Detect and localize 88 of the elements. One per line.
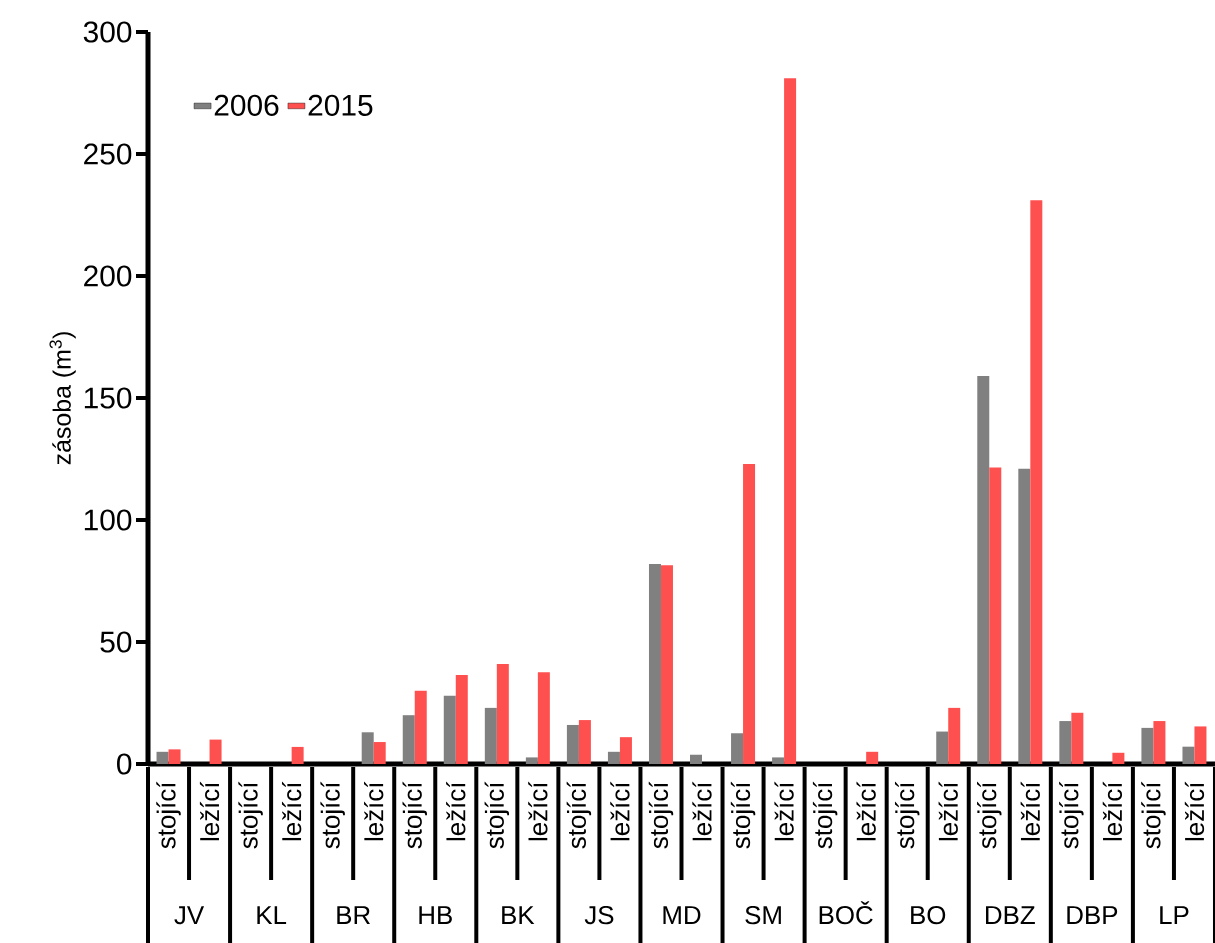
bar <box>936 731 949 764</box>
bar <box>414 690 427 764</box>
bar <box>209 739 222 764</box>
y-tick-label: 300 <box>83 21 132 43</box>
bar <box>484 707 497 764</box>
bar <box>578 720 591 764</box>
text: BOČ <box>819 901 873 925</box>
x-tick-label: stojící <box>894 781 920 849</box>
bar <box>566 724 579 764</box>
y-tick-label: 150 <box>84 387 132 409</box>
bar <box>537 672 550 764</box>
bar <box>1153 721 1166 764</box>
x-tick-label: stojící <box>977 781 1002 849</box>
x-tick-label: stojící <box>238 781 263 849</box>
x-tick-label: ležící <box>692 781 712 841</box>
y-tick-label: 200 <box>84 265 132 287</box>
bar <box>1030 200 1043 764</box>
y-tick-label: 50 <box>100 631 132 653</box>
bar <box>496 663 509 764</box>
bar <box>168 749 181 764</box>
x-tick-label: ležící <box>528 781 548 841</box>
x-tick-label: ležící <box>281 781 302 841</box>
x-tick-label: stojící <box>648 781 674 849</box>
x-tick-label: ležící <box>774 781 794 841</box>
text: HB <box>419 906 452 924</box>
x-tick-label: ležící <box>1184 781 1205 841</box>
bar <box>648 563 661 764</box>
text: DBP <box>1067 906 1118 924</box>
bar <box>443 695 456 764</box>
bar <box>690 754 703 764</box>
x-tick-label: ležící <box>610 781 630 841</box>
bar <box>373 742 386 764</box>
x-tick-label: ležící <box>1102 781 1123 841</box>
bar <box>455 674 468 764</box>
text: BR <box>337 906 370 924</box>
bar <box>291 746 304 764</box>
bar <box>743 463 756 764</box>
bar <box>772 757 785 764</box>
bar <box>1194 726 1207 764</box>
bar <box>361 732 374 764</box>
y-tick-label: 100 <box>84 509 132 531</box>
bar <box>607 751 620 764</box>
x-tick-label: ležící <box>1020 781 1040 841</box>
x-tick-label: ležící <box>856 781 876 841</box>
legend-label: 2015 <box>308 94 373 116</box>
text: BO <box>911 905 946 925</box>
x-tick-label: stojící <box>484 781 510 849</box>
x-tick-label: ležící <box>938 781 958 841</box>
x-tick-label: ležící <box>364 781 384 841</box>
x-tick-label: ležící <box>199 781 220 841</box>
text: DBZ <box>986 906 1035 924</box>
bar <box>989 467 1002 764</box>
legend-label: 2006 <box>214 94 279 116</box>
bar <box>1112 752 1125 764</box>
text: JV <box>174 906 205 925</box>
bar <box>1059 721 1072 764</box>
y-tick-label: 250 <box>84 143 132 165</box>
x-tick-label: stojící <box>566 781 592 849</box>
x-tick-label: stojící <box>1059 781 1084 849</box>
text: SM <box>745 905 781 925</box>
text: JS <box>584 905 614 925</box>
bar <box>866 751 879 764</box>
y-tick-label: 0 <box>117 753 132 775</box>
text: BK <box>502 906 535 924</box>
bar <box>1141 727 1154 764</box>
x-tick-label: stojící <box>156 781 181 849</box>
bar <box>731 733 744 764</box>
bar <box>402 715 415 764</box>
bar <box>948 707 961 764</box>
bar <box>525 757 538 764</box>
text: KL <box>257 906 287 924</box>
x-tick-label: stojící <box>730 781 756 849</box>
bar <box>1071 712 1084 764</box>
bar <box>1018 468 1031 764</box>
x-tick-label: ležící <box>446 781 466 841</box>
bar <box>156 751 169 764</box>
bar <box>977 376 990 764</box>
x-tick-label: stojící <box>812 781 838 849</box>
y-axis-title: zásoba (m$^{3}$) <box>49 332 76 465</box>
bar <box>619 737 632 764</box>
x-tick-label: stojící <box>402 781 427 849</box>
bar <box>784 78 797 764</box>
text: LP <box>1160 906 1189 924</box>
bar <box>1182 746 1195 764</box>
text: MD <box>663 906 701 924</box>
bar <box>660 565 673 764</box>
x-tick-label: stojící <box>1141 781 1166 849</box>
x-tick-label: stojící <box>320 781 345 849</box>
